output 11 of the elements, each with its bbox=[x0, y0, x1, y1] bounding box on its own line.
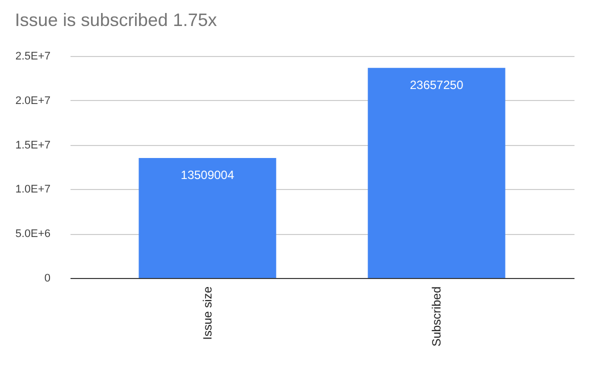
data-label: 23657250 bbox=[410, 78, 464, 92]
x-tick-label: Subscribed bbox=[430, 286, 444, 347]
y-tick-label: 2.5E+7 bbox=[15, 50, 50, 62]
y-tick-label: 1.5E+7 bbox=[15, 139, 50, 152]
x-tick-label: Issue size bbox=[200, 286, 214, 340]
data-label: 13509004 bbox=[180, 168, 234, 182]
y-tick-label: 0 bbox=[44, 272, 50, 284]
chart-title: Issue is subscribed 1.75x bbox=[14, 10, 217, 30]
y-tick-label: 1.0E+7 bbox=[15, 184, 50, 196]
y-tick-label: 5.0E+6 bbox=[15, 228, 50, 240]
y-tick-label: 2.0E+7 bbox=[15, 94, 50, 107]
